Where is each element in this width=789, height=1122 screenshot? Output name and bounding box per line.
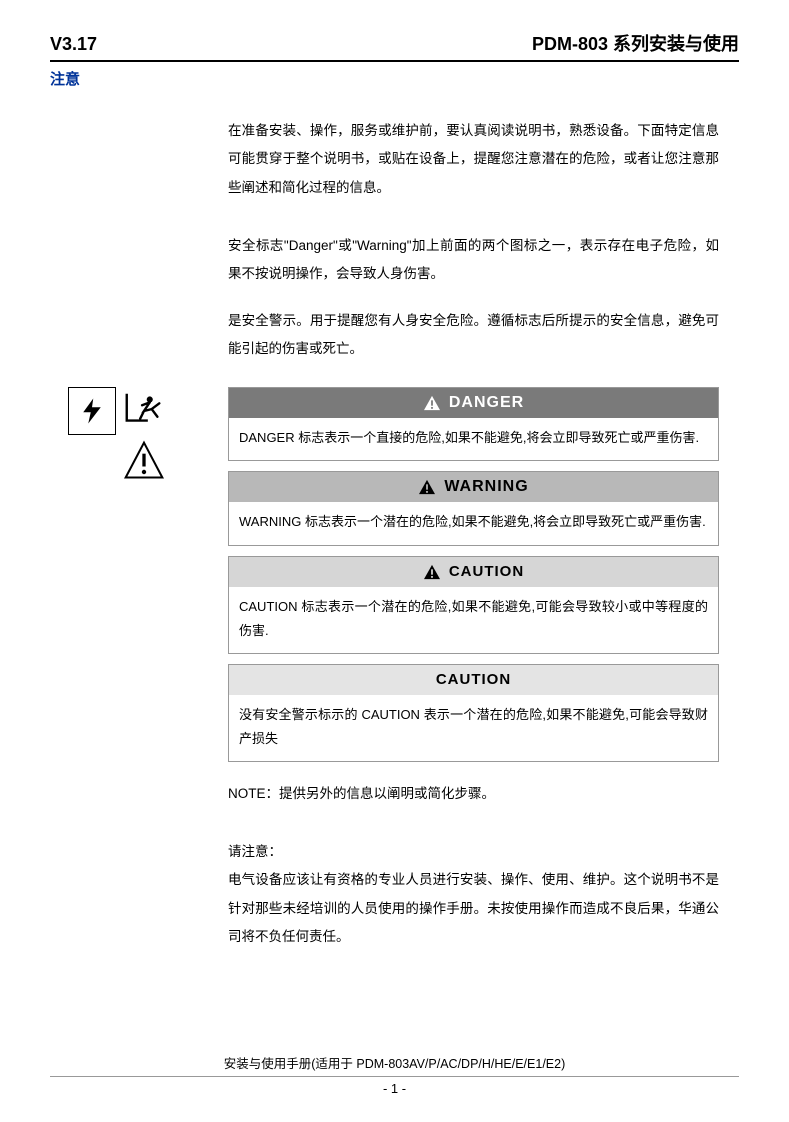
- paragraph-please-note-body: 电气设备应该让有资格的专业人员进行安装、操作、使用、维护。这个说明书不是针对那些…: [228, 866, 719, 951]
- sign-caution1-body: CAUTION 标志表示一个潜在的危险,如果不能避免,可能会导致较小或中等程度的…: [229, 587, 718, 653]
- page-header: V3.17 PDM-803 系列安装与使用: [50, 30, 739, 62]
- safety-icon-column: [68, 387, 168, 485]
- icon-row: [68, 387, 168, 435]
- sign-caution-with-icon: CAUTION CAUTION 标志表示一个潜在的危险,如果不能避免,可能会导致…: [228, 556, 719, 654]
- sign-caution2-header: CAUTION: [229, 665, 718, 695]
- footer-page-number: - 1 -: [50, 1076, 739, 1096]
- sign-caution1-header: CAUTION: [229, 557, 718, 587]
- sign-warning-header: WARNING: [229, 472, 718, 502]
- sign-caution-no-icon: CAUTION 没有安全警示标示的 CAUTION 表示一个潜在的危险,如果不能…: [228, 664, 719, 762]
- paragraph-safety-alert: 是安全警示。用于提醒您有人身安全危险。遵循标志后所提示的安全信息，避免可能引起的…: [228, 307, 719, 364]
- sign-danger-header: DANGER: [229, 388, 718, 418]
- attention-label: 注意: [50, 68, 739, 89]
- paragraph-intro: 在准备安装、操作，服务或维护前，要认真阅读说明书，熟悉设备。下面特定信息可能贯穿…: [228, 117, 719, 202]
- paragraph-please-note-label: 请注意：: [228, 838, 719, 866]
- sign-danger-body: DANGER 标志表示一个直接的危险,如果不能避免,将会立即导致死亡或严重伤害.: [229, 418, 718, 460]
- lightning-icon: [68, 387, 116, 435]
- page-footer: 安装与使用手册(适用于 PDM-803AV/P/AC/DP/H/HE/E/E1/…: [50, 1053, 739, 1096]
- sign-caution2-label: CAUTION: [436, 671, 511, 688]
- sign-warning: WARNING WARNING 标志表示一个潜在的危险,如果不能避免,将会立即导…: [228, 471, 719, 545]
- sign-warning-body: WARNING 标志表示一个潜在的危险,如果不能避免,将会立即导致死亡或严重伤害…: [229, 502, 718, 544]
- sign-caution2-body: 没有安全警示标示的 CAUTION 表示一个潜在的危险,如果不能避免,可能会导致…: [229, 695, 718, 761]
- warning-triangle-icon: [120, 437, 168, 485]
- warning-triangle-mini-icon: [418, 479, 436, 495]
- paragraph-note: NOTE：提供另外的信息以阐明或简化步骤。: [228, 780, 719, 808]
- content-area: 在准备安装、操作，服务或维护前，要认真阅读说明书，熟悉设备。下面特定信息可能贯穿…: [50, 117, 739, 951]
- paragraph-danger-warning: 安全标志"Danger"或"Warning"加上前面的两个图标之一，表示存在电子…: [228, 232, 719, 289]
- sign-caution1-label: CAUTION: [449, 563, 524, 580]
- warning-triangle-mini-icon: [423, 564, 441, 580]
- footer-manual-scope: 安装与使用手册(适用于 PDM-803AV/P/AC/DP/H/HE/E/E1/…: [50, 1053, 739, 1072]
- sign-danger-label: DANGER: [449, 394, 524, 412]
- fall-hazard-icon: [120, 387, 168, 435]
- warning-triangle-mini-icon: [423, 395, 441, 411]
- sign-danger: DANGER DANGER 标志表示一个直接的危险,如果不能避免,将会立即导致死…: [228, 387, 719, 461]
- sign-warning-label: WARNING: [444, 478, 528, 496]
- page-title: PDM-803 系列安装与使用: [532, 30, 739, 56]
- version-label: V3.17: [50, 34, 97, 55]
